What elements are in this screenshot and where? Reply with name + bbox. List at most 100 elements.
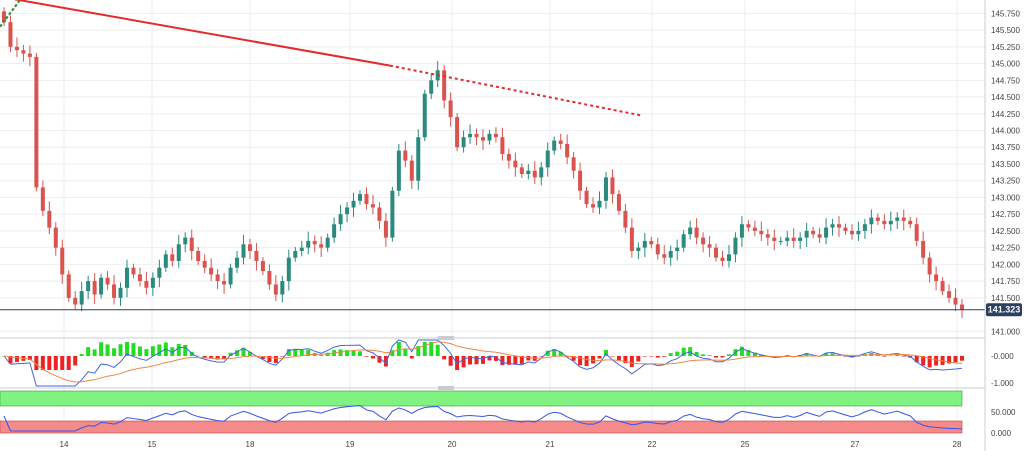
candle-body bbox=[513, 160, 518, 168]
macd-histogram-bar bbox=[79, 354, 84, 356]
candle-body bbox=[830, 224, 835, 228]
candle-body bbox=[785, 237, 790, 241]
macd-histogram-bar bbox=[960, 356, 964, 361]
candle-body bbox=[73, 297, 78, 305]
candle-body bbox=[403, 150, 408, 161]
macd-histogram-bar bbox=[92, 349, 97, 356]
last-price-label: 141.323 bbox=[988, 305, 1021, 315]
candle-body bbox=[759, 230, 764, 235]
macd-histogram-bar bbox=[280, 356, 285, 357]
candle-body bbox=[565, 143, 570, 158]
macd-histogram-bar bbox=[545, 350, 550, 356]
candle-body bbox=[733, 237, 738, 255]
macd-histogram-bar bbox=[468, 356, 473, 365]
candle-body bbox=[144, 281, 149, 288]
candle-body bbox=[157, 267, 162, 278]
candle-body bbox=[66, 274, 71, 298]
macd-histogram-bar bbox=[921, 356, 926, 366]
candle-body bbox=[636, 247, 641, 251]
candle-body bbox=[539, 167, 544, 178]
candle-body bbox=[112, 284, 117, 298]
candle-body bbox=[416, 137, 421, 181]
candle-body bbox=[623, 210, 628, 228]
candle-body bbox=[429, 80, 434, 94]
overbought-zone bbox=[0, 390, 963, 407]
candle-body bbox=[526, 170, 531, 175]
price-tick-label: 141.000 bbox=[991, 327, 1020, 336]
candle-body bbox=[131, 267, 136, 275]
candle-body bbox=[895, 217, 900, 221]
macd-histogram-bar bbox=[539, 356, 544, 357]
candle-body bbox=[655, 244, 660, 255]
candle-body bbox=[578, 170, 583, 191]
candle-body bbox=[720, 257, 725, 262]
candle-body bbox=[778, 240, 783, 242]
panel-resize-handle[interactable] bbox=[438, 386, 454, 390]
candle-body bbox=[228, 267, 233, 285]
candle-body bbox=[455, 117, 460, 148]
macd-histogram-bar bbox=[519, 356, 524, 364]
rsi-line bbox=[3, 404, 963, 432]
candle-body bbox=[662, 254, 667, 258]
macd-histogram-bar bbox=[662, 356, 667, 357]
macd-histogram-bar bbox=[610, 356, 615, 357]
candle-body bbox=[202, 261, 207, 268]
oversold-zone bbox=[0, 420, 963, 434]
price-tick-label: 145.250 bbox=[991, 43, 1020, 52]
macd-histogram-bar bbox=[856, 356, 861, 357]
macd-histogram-bar bbox=[681, 347, 686, 356]
macd-histogram-bar bbox=[526, 356, 531, 361]
macd-histogram-bar bbox=[47, 356, 52, 370]
macd-histogram-bar bbox=[306, 349, 311, 356]
candle-body bbox=[927, 257, 932, 275]
macd-histogram-bar bbox=[34, 356, 39, 370]
resistance-trendline-solid bbox=[13, 0, 391, 67]
macd-histogram-bar bbox=[500, 356, 505, 366]
candle-body bbox=[118, 287, 123, 298]
macd-histogram-bar bbox=[616, 356, 621, 361]
macd-histogram-bar bbox=[118, 344, 123, 356]
candle-body bbox=[293, 250, 298, 258]
macd-histogram-bar bbox=[824, 353, 829, 356]
candle-body bbox=[254, 250, 259, 262]
macd-histogram-bar bbox=[235, 350, 240, 356]
macd-histogram-bar bbox=[940, 356, 945, 366]
macd-histogram-bar bbox=[804, 353, 809, 356]
time-tick-label: 22 bbox=[648, 440, 657, 449]
macd-histogram-bar bbox=[571, 356, 576, 361]
price-tick-label: 145.750 bbox=[991, 9, 1020, 18]
candle-body bbox=[500, 137, 505, 154]
rsi-tick-label: 50.000 bbox=[991, 408, 1016, 417]
rsi-panel[interactable] bbox=[0, 390, 963, 434]
price-panel[interactable] bbox=[0, 0, 985, 318]
price-tick-label: 141.750 bbox=[991, 277, 1020, 286]
candle-body bbox=[474, 133, 479, 138]
candle-body bbox=[714, 247, 719, 258]
candle-body bbox=[383, 220, 388, 238]
macd-histogram-bar bbox=[429, 342, 434, 356]
candle-body bbox=[235, 257, 240, 268]
candle-body bbox=[137, 274, 142, 282]
macd-panel[interactable] bbox=[2, 339, 964, 387]
macd-histogram-bar bbox=[338, 349, 343, 356]
candle-body bbox=[856, 230, 861, 235]
candle-body bbox=[908, 220, 913, 225]
macd-histogram-bar bbox=[629, 356, 634, 367]
candle-body bbox=[34, 56, 39, 188]
candle-body bbox=[545, 150, 550, 168]
candle-body bbox=[53, 227, 58, 248]
candle-body bbox=[358, 194, 363, 201]
candle-body bbox=[493, 133, 498, 138]
candle-body bbox=[312, 240, 317, 245]
candle-body bbox=[260, 261, 265, 272]
candle-body bbox=[558, 140, 563, 144]
candle-body bbox=[532, 170, 537, 178]
panel-resize-handle[interactable] bbox=[438, 336, 454, 340]
price-tick-label: 144.750 bbox=[991, 76, 1020, 85]
candle-body bbox=[21, 50, 26, 54]
candle-body bbox=[888, 220, 893, 225]
macd-histogram-bar bbox=[947, 356, 952, 364]
candle-body bbox=[351, 200, 356, 208]
